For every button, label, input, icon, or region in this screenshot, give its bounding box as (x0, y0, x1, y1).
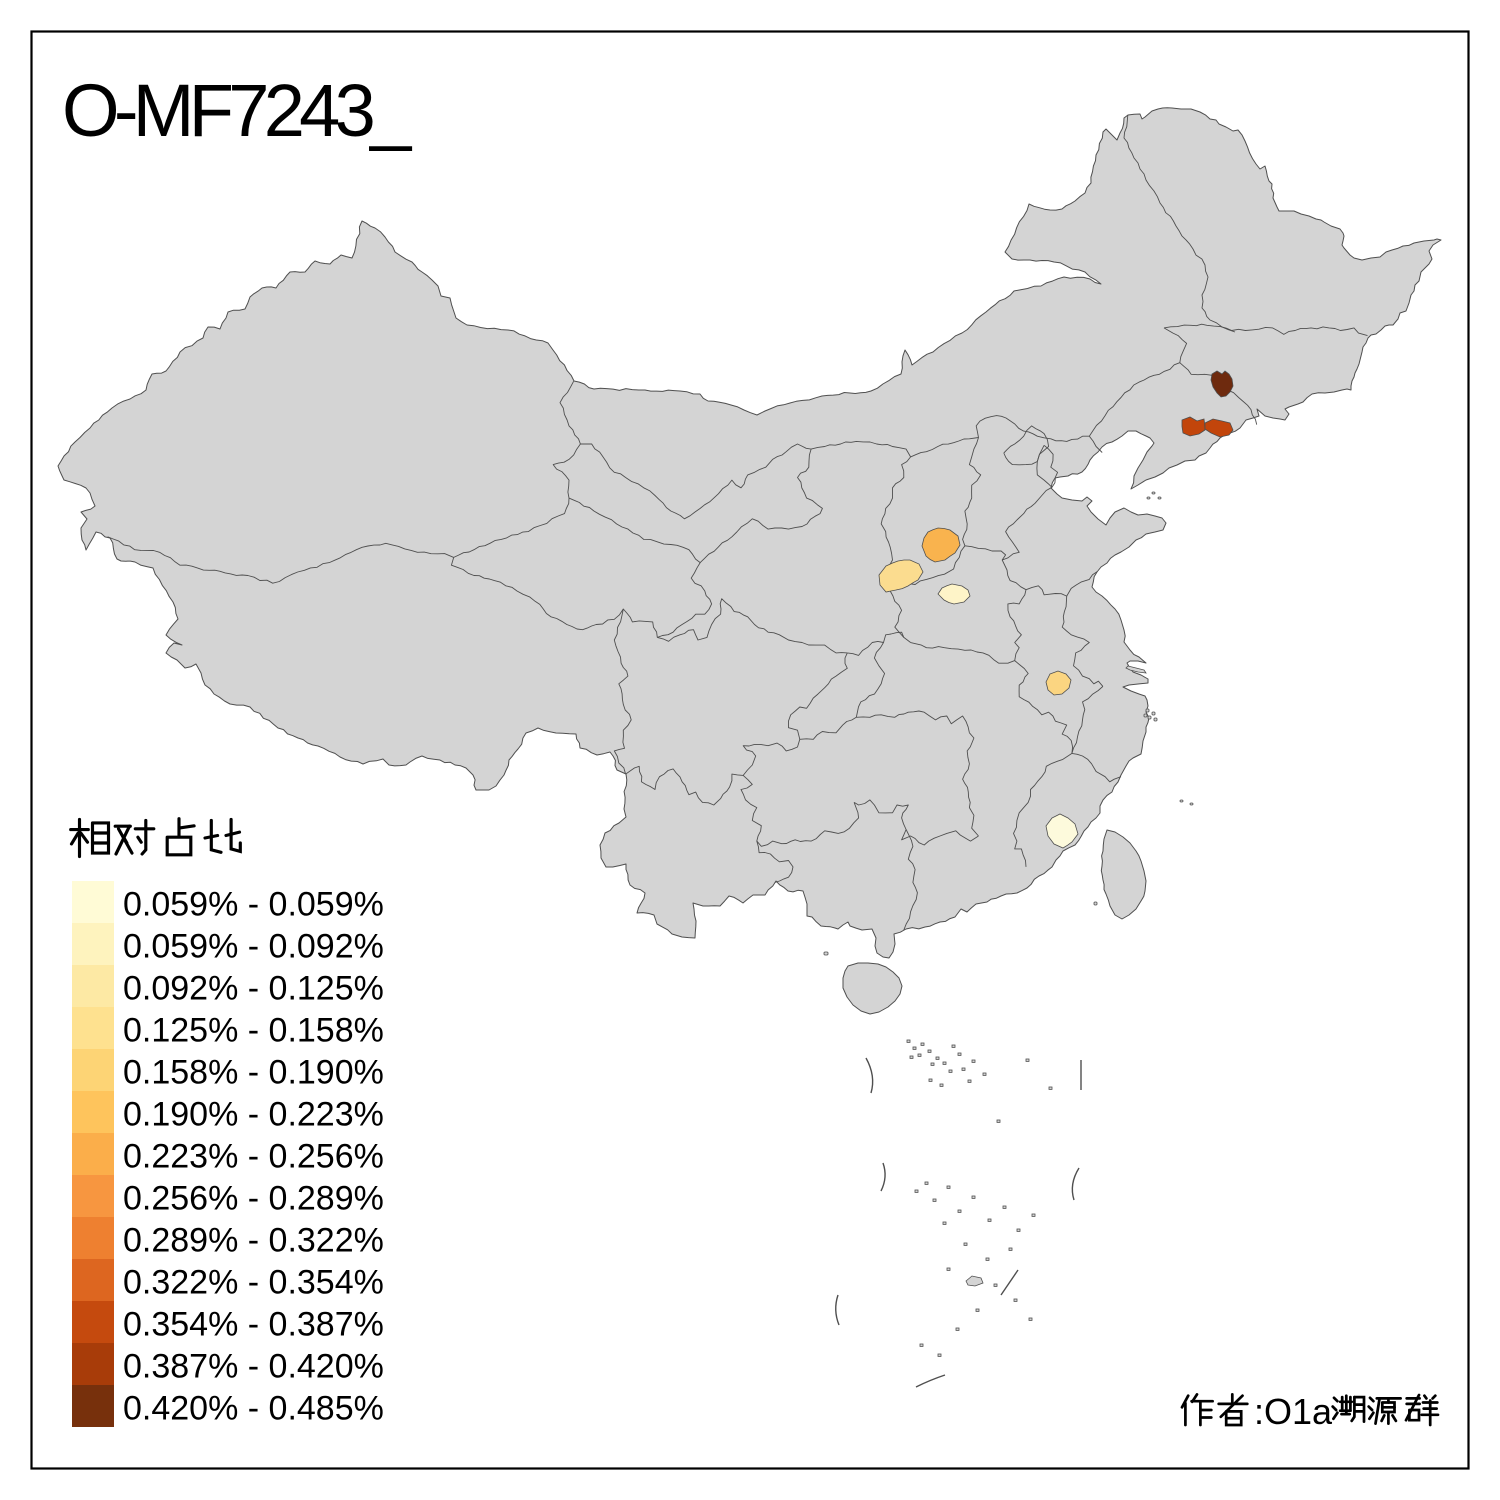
svg-text::O1a: :O1a (1254, 1391, 1333, 1432)
svg-text:0.420% - 0.485%: 0.420% - 0.485% (123, 1390, 384, 1428)
svg-text:0.256% - 0.289%: 0.256% - 0.289% (123, 1180, 384, 1218)
svg-text:0.223% - 0.256%: 0.223% - 0.256% (123, 1138, 384, 1176)
svg-text:0.387% - 0.420%: 0.387% - 0.420% (123, 1348, 384, 1386)
svg-text:0.059% - 0.059%: 0.059% - 0.059% (123, 886, 384, 924)
svg-text:0.092% - 0.125%: 0.092% - 0.125% (123, 970, 384, 1008)
svg-text:0.289% - 0.322%: 0.289% - 0.322% (123, 1222, 384, 1260)
svg-text:0.190% - 0.223%: 0.190% - 0.223% (123, 1096, 384, 1134)
svg-text:0.322% - 0.354%: 0.322% - 0.354% (123, 1264, 384, 1302)
svg-text:0.354% - 0.387%: 0.354% - 0.387% (123, 1306, 384, 1344)
svg-text:0.158% - 0.190%: 0.158% - 0.190% (123, 1054, 384, 1092)
svg-text:0.059% - 0.092%: 0.059% - 0.092% (123, 928, 384, 966)
svg-text:0.125% - 0.158%: 0.125% - 0.158% (123, 1012, 384, 1050)
svg-text:O-MF7243_: O-MF7243_ (62, 69, 412, 152)
